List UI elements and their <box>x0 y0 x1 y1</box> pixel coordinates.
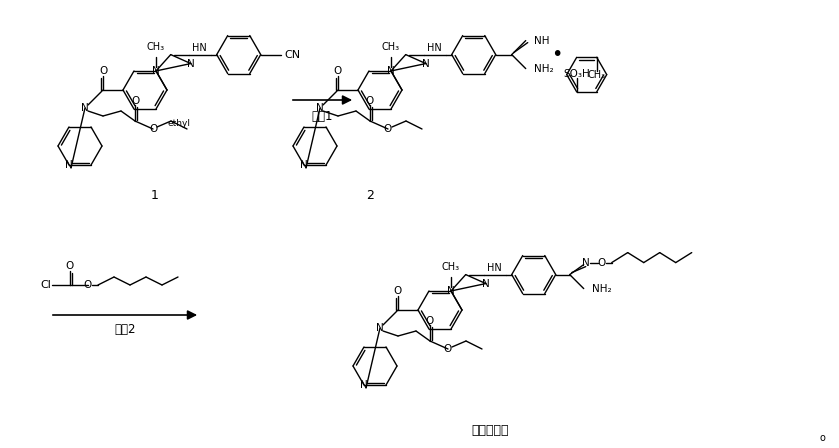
Text: o: o <box>819 433 825 443</box>
Text: CH₃: CH₃ <box>147 42 165 52</box>
Text: CH₃: CH₃ <box>587 70 606 80</box>
Text: N: N <box>360 380 367 390</box>
Text: N: N <box>376 323 384 333</box>
Text: 步骤2: 步骤2 <box>114 323 136 336</box>
Text: N: N <box>300 160 308 170</box>
Text: 1: 1 <box>151 189 159 202</box>
Text: O: O <box>444 344 452 354</box>
Text: 2: 2 <box>366 189 374 202</box>
Text: O: O <box>84 280 92 290</box>
Text: O: O <box>597 258 606 267</box>
Text: •: • <box>551 45 562 64</box>
Text: O: O <box>393 286 402 296</box>
Text: 步骤1: 步骤1 <box>312 109 333 122</box>
Text: O: O <box>99 66 107 76</box>
Text: O: O <box>384 124 392 134</box>
Text: NH: NH <box>534 35 550 46</box>
Text: NH₂: NH₂ <box>591 284 612 293</box>
Text: CH₃: CH₃ <box>442 262 460 272</box>
Text: O: O <box>334 66 342 76</box>
Text: O: O <box>426 316 434 326</box>
Text: Cl: Cl <box>40 280 51 290</box>
Text: N: N <box>152 66 160 76</box>
Text: N: N <box>422 59 430 69</box>
Text: CN: CN <box>284 50 301 60</box>
Text: O: O <box>149 124 157 134</box>
Text: ethyl: ethyl <box>168 119 190 128</box>
Text: N: N <box>81 103 89 113</box>
Text: N: N <box>65 160 73 170</box>
Text: O: O <box>366 96 374 106</box>
Text: N: N <box>387 66 395 76</box>
Text: N: N <box>187 59 195 69</box>
Text: CH₃: CH₃ <box>382 42 400 52</box>
Text: N: N <box>581 258 590 267</box>
Text: SO₃H: SO₃H <box>563 69 590 79</box>
Text: O: O <box>66 261 74 271</box>
Text: HN: HN <box>487 263 502 272</box>
Text: 达比加群酯: 达比加群酯 <box>472 423 508 436</box>
Text: N: N <box>482 279 490 289</box>
Text: HN: HN <box>192 43 207 52</box>
Text: N: N <box>447 286 455 296</box>
Text: HN: HN <box>427 43 442 52</box>
Text: N: N <box>316 103 324 113</box>
Text: NH₂: NH₂ <box>534 64 554 73</box>
Text: O: O <box>131 96 139 106</box>
